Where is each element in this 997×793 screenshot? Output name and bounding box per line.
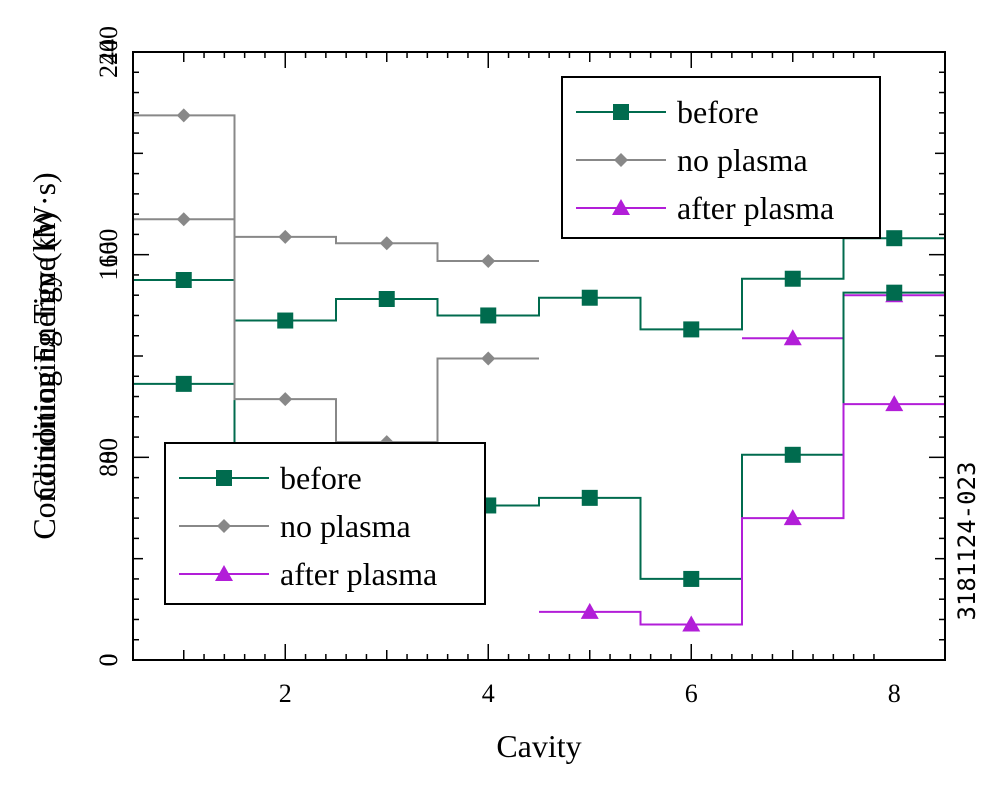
- y-tick-label-time: 8: [94, 451, 123, 464]
- data-point: [784, 270, 801, 287]
- y-tick-label-group: 8: [94, 451, 123, 464]
- data-point: [784, 446, 801, 463]
- legend-bottom: before no plasma after plasma: [164, 442, 486, 605]
- x-tick-label: 6: [685, 679, 698, 708]
- data-point: [683, 321, 700, 338]
- y-axis-title-time: Conditioning Time (h): [26, 212, 62, 500]
- legend-label: before: [677, 94, 759, 130]
- data-point: [580, 602, 599, 619]
- legend-marker: [613, 104, 629, 120]
- legend-entry: after plasma: [179, 556, 437, 592]
- y-tick-label-group: 16: [94, 242, 123, 268]
- legend-marker: [215, 565, 233, 581]
- legend-entry: before: [576, 94, 759, 130]
- data-point: [480, 307, 497, 324]
- legend-top: before no plasma after plasma: [561, 76, 881, 239]
- series-line: [133, 114, 539, 444]
- series-line: [133, 237, 945, 331]
- data-point: [175, 272, 192, 288]
- y-tick-label-group: 24: [94, 39, 123, 65]
- legend-marker: [612, 199, 630, 215]
- data-point: [682, 615, 701, 632]
- data-point: [176, 212, 191, 227]
- data-point: [378, 291, 395, 307]
- series-layer: [133, 108, 945, 632]
- legend-label: before: [280, 460, 362, 496]
- legend-marker: [614, 153, 628, 167]
- y-tick-label-group: 2400: [94, 26, 123, 78]
- series-line: [133, 218, 539, 262]
- y-axis-title-energy: Conditioning Energy (kW·s): [26, 172, 62, 539]
- y-tick-label-energy: 0: [94, 654, 123, 667]
- y-tick-label-group: 1600: [94, 229, 123, 281]
- legend-marker: [217, 519, 231, 533]
- y-tick-label-energy: 800: [94, 438, 123, 477]
- legend-label: no plasma: [677, 142, 808, 178]
- data-point: [886, 230, 903, 247]
- legend-entry: after plasma: [576, 190, 834, 226]
- y-tick-label-energy: 1600: [94, 229, 123, 281]
- data-point: [481, 254, 496, 268]
- y-tick-label-energy: 2400: [94, 26, 123, 78]
- data-point: [481, 351, 496, 366]
- y-tick-label-time: 24: [94, 39, 123, 65]
- data-point: [277, 312, 294, 329]
- data-point: [783, 509, 802, 526]
- legend-entry: no plasma: [576, 142, 808, 178]
- legend-label: no plasma: [280, 508, 411, 544]
- data-point: [278, 392, 293, 407]
- series-legend-bottom-no-plasma: [133, 108, 539, 450]
- series-legend-top-before: [133, 230, 945, 338]
- y-tick-label-time: 0: [94, 654, 123, 667]
- data-point: [885, 395, 904, 412]
- data-point: [783, 329, 802, 346]
- x-axis-title: Cavity: [496, 728, 581, 764]
- plot-frame: [132, 51, 946, 661]
- y-tick-label-group: 0: [94, 654, 123, 667]
- data-point: [581, 489, 598, 506]
- y-tick-label-group: 0: [94, 654, 123, 667]
- data-point: [683, 570, 700, 587]
- y-tick-label-time: 16: [94, 242, 123, 268]
- x-tick-label: 8: [888, 679, 901, 708]
- data-point: [886, 284, 903, 301]
- series-line: [539, 403, 945, 626]
- data-point: [379, 236, 394, 251]
- data-point: [278, 229, 293, 244]
- x-tick-label: 2: [279, 679, 292, 708]
- legend-label: after plasma: [280, 556, 437, 592]
- series-legend-bottom-after-plasma: [539, 395, 945, 632]
- x-tick-label: 4: [482, 679, 495, 708]
- data-point: [581, 289, 598, 306]
- legend-marker: [216, 470, 232, 486]
- data-point: [176, 108, 191, 123]
- figure-id-label: 3181124-023: [953, 462, 981, 621]
- legend-label: after plasma: [677, 190, 834, 226]
- data-point: [175, 375, 192, 392]
- legend-entry: before: [179, 460, 362, 496]
- y-tick-label-group: 800: [94, 438, 123, 477]
- series-legend-top-no-plasma: [133, 212, 539, 268]
- legend-entry: no plasma: [179, 508, 411, 544]
